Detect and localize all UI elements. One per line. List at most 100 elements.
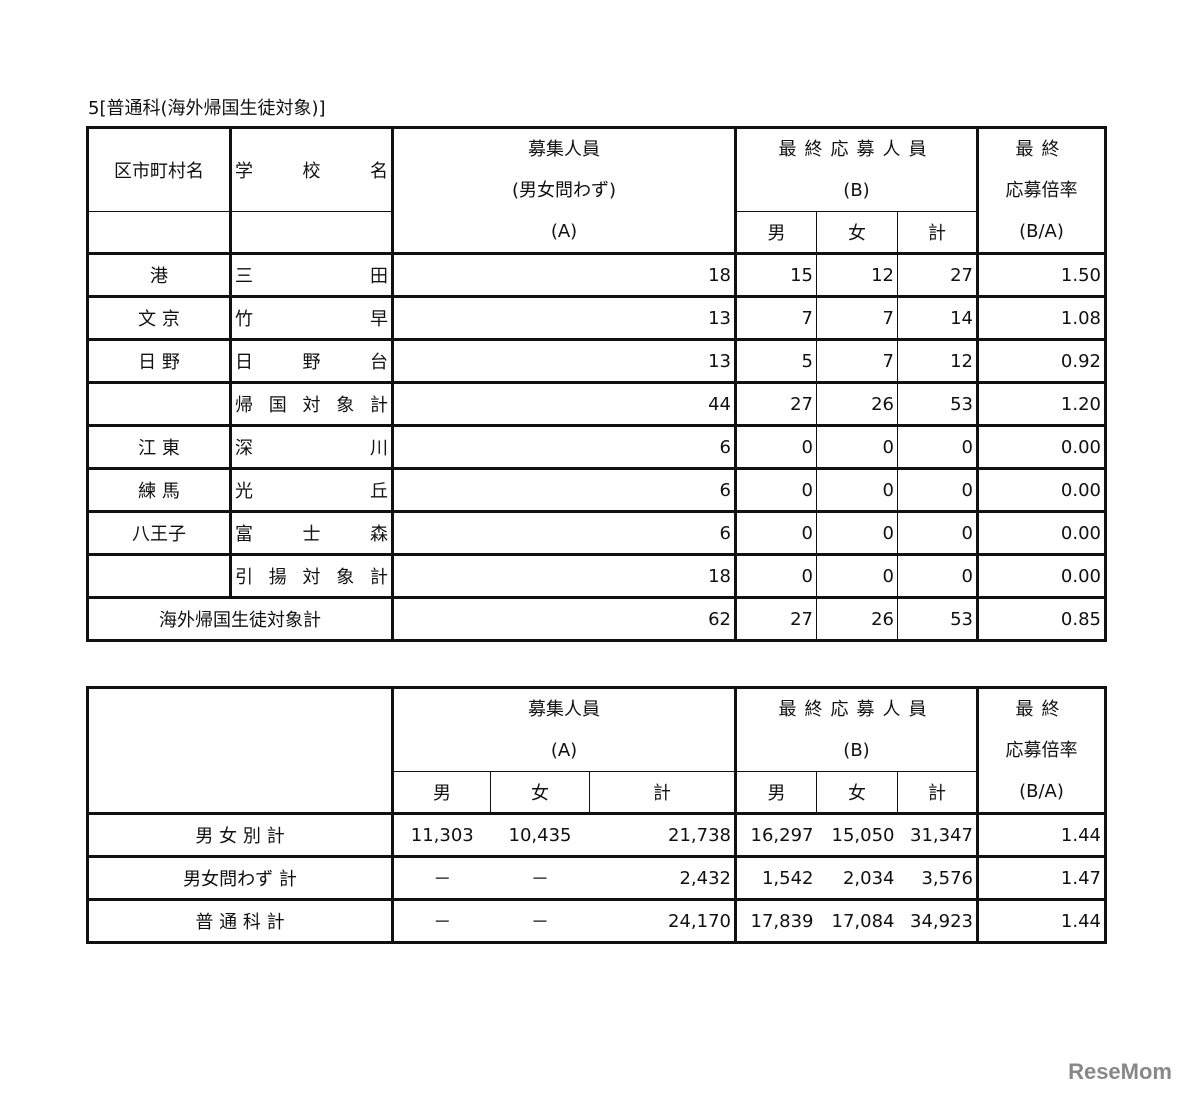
female-cell: 26 (816, 596, 898, 642)
female-cell: 26 (816, 381, 898, 426)
table-row: 普 通 科 計 － － 24,170 17,839 17,084 34,923 … (86, 898, 1107, 944)
ratio-cell: 0.00 (977, 467, 1107, 512)
section-title: 5[普通科(海外帰国生徒対象)] (88, 98, 326, 119)
school-cell: 富士森 (230, 510, 394, 555)
a-male-cell: 11,303 (392, 812, 491, 857)
header-a-male: 男 (392, 771, 491, 814)
ratio-cell: 1.47 (977, 855, 1107, 900)
total-cell: 12 (897, 338, 979, 383)
header-school: 学 校 名 (230, 126, 394, 212)
b-male-cell: 1,542 (735, 855, 817, 900)
district-cell: 文 京 (86, 295, 232, 340)
a-female-cell: － (490, 855, 590, 900)
table-row: 港 三田 18 15 12 27 1.50 (86, 252, 1107, 297)
ratio-cell: 0.85 (977, 596, 1107, 642)
grand-label: 海外帰国生徒対象計 (86, 596, 394, 642)
ratio-cell: 1.50 (977, 252, 1107, 297)
header-school-bottom (230, 211, 394, 254)
header-b-male: 男 (735, 771, 817, 814)
capacity-cell: 6 (392, 467, 737, 512)
female-cell: 0 (816, 424, 898, 469)
female-cell: 7 (816, 338, 898, 383)
table-row: 引揚対象計 18 0 0 0 0.00 (86, 553, 1107, 598)
school-cell: 三田 (230, 252, 394, 297)
capacity-cell: 18 (392, 553, 737, 598)
grand-total-row: 海外帰国生徒対象計 62 27 26 53 0.85 (86, 596, 1107, 642)
label-cell: 普 通 科 計 (86, 898, 394, 944)
female-cell: 7 (816, 295, 898, 340)
school-cell: 光丘 (230, 467, 394, 512)
b-male-cell: 16,297 (735, 812, 817, 857)
ratio-cell: 0.00 (977, 424, 1107, 469)
table-row: 日 野 日野台 13 5 7 12 0.92 (86, 338, 1107, 383)
school-cell: 引揚対象計 (230, 553, 394, 598)
header-applicants: 最終応募人員 (B) (735, 686, 979, 772)
a-male-cell: － (392, 898, 491, 944)
ratio-cell: 0.00 (977, 510, 1107, 555)
label-cell: 男 女 別 計 (86, 812, 394, 857)
capacity-cell: 6 (392, 424, 737, 469)
table-row: 江 東 深川 6 0 0 0 0.00 (86, 424, 1107, 469)
capacity-cell: 6 (392, 510, 737, 555)
table-row: 練 馬 光丘 6 0 0 0 0.00 (86, 467, 1107, 512)
resemom-logo: ReseMom (1068, 1059, 1172, 1084)
header-a-female: 女 (490, 771, 590, 814)
a-male-cell: － (392, 855, 491, 900)
header-capacity: 募集人員 (A) (392, 686, 737, 772)
male-cell: 0 (735, 424, 817, 469)
female-cell: 0 (816, 510, 898, 555)
total-cell: 0 (897, 510, 979, 555)
label-cell: 男女問わず 計 (86, 855, 394, 900)
table-row: 文 京 竹早 13 7 7 14 1.08 (86, 295, 1107, 340)
district-cell (86, 553, 232, 598)
ratio-cell: 1.44 (977, 898, 1107, 944)
capacity-cell: 44 (392, 381, 737, 426)
school-cell: 深川 (230, 424, 394, 469)
district-cell: 日 野 (86, 338, 232, 383)
ratio-cell: 1.08 (977, 295, 1107, 340)
district-cell (86, 381, 232, 426)
header-total: 計 (897, 211, 979, 254)
header-ratio: 最終 応募倍率 (B/A) (977, 686, 1107, 814)
male-cell: 15 (735, 252, 817, 297)
table-row: 八王子 富士森 6 0 0 0 0.00 (86, 510, 1107, 555)
total-cell: 27 (897, 252, 979, 297)
total-cell: 53 (897, 596, 979, 642)
ratio-cell: 1.44 (977, 812, 1107, 857)
table-row: 帰国対象計 44 27 26 53 1.20 (86, 381, 1107, 426)
header-female: 女 (816, 211, 898, 254)
a-total-cell: 24,170 (589, 898, 737, 944)
capacity-cell: 13 (392, 338, 737, 383)
female-cell: 0 (816, 553, 898, 598)
capacity-cell: 13 (392, 295, 737, 340)
b-male-cell: 17,839 (735, 898, 817, 944)
capacity-cell: 18 (392, 252, 737, 297)
total-cell: 14 (897, 295, 979, 340)
district-cell: 江 東 (86, 424, 232, 469)
district-cell: 八王子 (86, 510, 232, 555)
school-cell: 竹早 (230, 295, 394, 340)
district-cell: 港 (86, 252, 232, 297)
total-cell: 53 (897, 381, 979, 426)
header-district: 区市町村名 (86, 126, 232, 212)
male-cell: 0 (735, 553, 817, 598)
header-applicants: 最終応募人員 (B) (735, 126, 979, 212)
b-female-cell: 17,084 (816, 898, 898, 944)
school-cell: 日野台 (230, 338, 394, 383)
male-cell: 0 (735, 510, 817, 555)
b-female-cell: 15,050 (816, 812, 898, 857)
female-cell: 12 (816, 252, 898, 297)
school-cell: 帰国対象計 (230, 381, 394, 426)
overseas-returnee-table: 区市町村名 学 校 名 募集人員 (男女問わず) (A) 最終応募人員 (B) 最終応… (86, 126, 1107, 642)
district-cell: 練 馬 (86, 467, 232, 512)
a-female-cell: － (490, 898, 590, 944)
b-total-cell: 31,347 (897, 812, 979, 857)
male-cell: 7 (735, 295, 817, 340)
ratio-cell: 0.00 (977, 553, 1107, 598)
general-course-summary-table: 募集人員 (A) 最終応募人員 (B) 最終 応募倍率 (B/A) 男 女 計 男 女 … (86, 686, 1107, 944)
b-total-cell: 34,923 (897, 898, 979, 944)
male-cell: 27 (735, 381, 817, 426)
total-cell: 0 (897, 553, 979, 598)
header-district-bottom (86, 211, 232, 254)
table-row: 男 女 別 計 11,303 10,435 21,738 16,297 15,0… (86, 812, 1107, 857)
